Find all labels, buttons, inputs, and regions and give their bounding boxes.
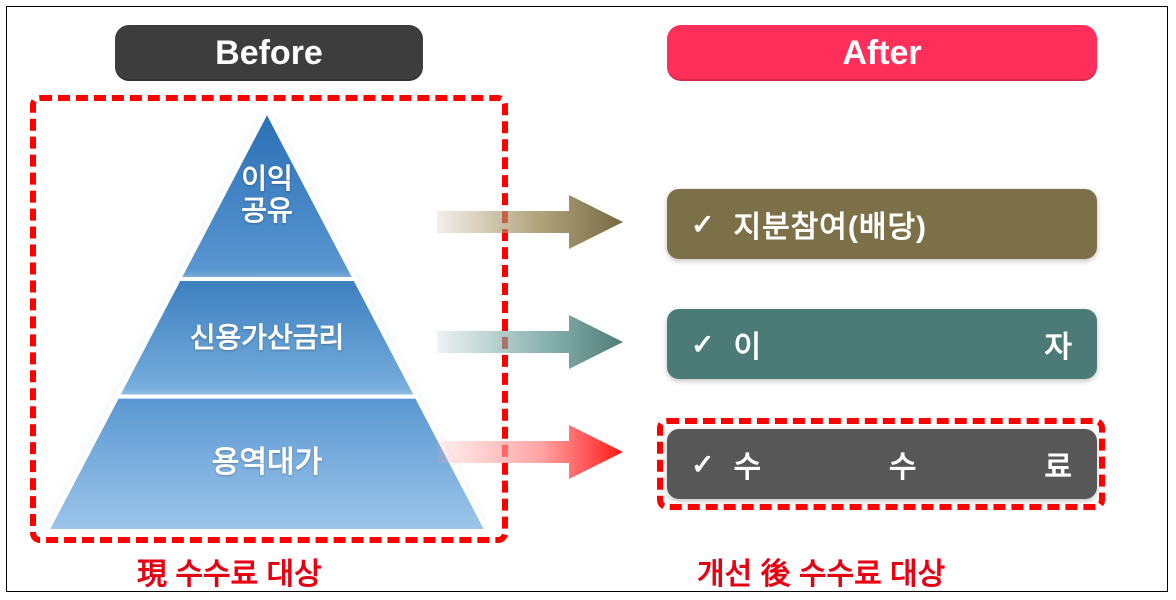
pyramid: 이익공유신용가산금리용역대가: [47, 111, 487, 531]
caption-current: 現 수수료 대상: [137, 549, 322, 593]
arrow-middle: [437, 315, 623, 369]
after-item-fee: ✓ 수수료: [667, 429, 1097, 499]
arrow-top: [437, 195, 623, 249]
check-icon: ✓: [691, 448, 715, 481]
after-item-interest-label: 이자: [733, 322, 1073, 366]
after-item-interest: ✓ 이자: [667, 309, 1097, 379]
after-item-equity: ✓ 지분참여(배당): [667, 189, 1097, 259]
header-before: Before: [115, 25, 423, 81]
header-before-label: Before: [215, 34, 323, 73]
pyramid-level-1-label: 신용가산금리: [190, 322, 345, 354]
after-item-equity-label: 지분참여(배당): [733, 202, 1073, 246]
pyramid-level-0-label: 이익공유: [241, 163, 293, 227]
arrow-bottom: [437, 425, 623, 479]
after-item-fee-label: 수수료: [733, 442, 1073, 486]
check-icon: ✓: [691, 208, 715, 241]
caption-improved: 개선 後 수수료 대상: [697, 549, 945, 593]
outer-frame: Before After 이익공유신용가산금리용역대가: [6, 6, 1168, 592]
header-after: After: [667, 25, 1097, 81]
pyramid-level-2-label: 용역대가: [212, 446, 322, 481]
header-after-label: After: [842, 34, 921, 73]
check-icon: ✓: [691, 328, 715, 361]
